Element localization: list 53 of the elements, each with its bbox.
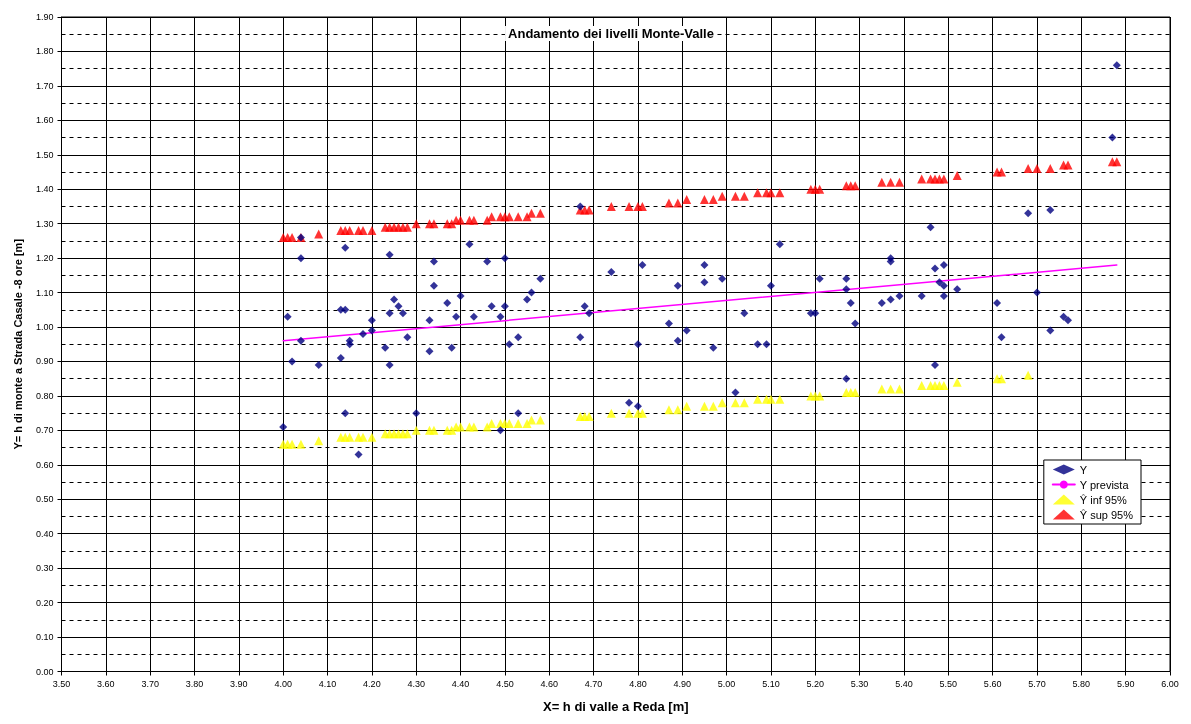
x-tick-label: 5.40 xyxy=(895,679,913,689)
y-tick-label: 0.90 xyxy=(35,356,54,367)
x-tick-label: 4.70 xyxy=(584,679,603,689)
x-axis-title: X= h di valle a Reda [m] xyxy=(542,698,689,714)
y-tick-label: 0.80 xyxy=(35,390,54,401)
x-tick-label: 4.40 xyxy=(451,679,470,689)
x-tick-label: 5.50 xyxy=(939,679,958,689)
y-tick-label: 0.20 xyxy=(35,597,54,608)
y-tick-label: 0.30 xyxy=(35,563,54,574)
text: Andamento dei livelli Monte-Valle xyxy=(508,26,714,41)
x-tick-label: 3.60 xyxy=(97,679,115,689)
x-tick-label: 4.10 xyxy=(318,679,337,689)
legend-label: Y xyxy=(1079,463,1088,476)
y-tick-label: 0.10 xyxy=(35,632,54,643)
x-tick-label: 5.70 xyxy=(1028,679,1046,689)
x-tick-label: 4.90 xyxy=(673,679,692,689)
x-tick-label: 5.00 xyxy=(717,679,736,689)
x-tick-label: 4.60 xyxy=(540,679,559,689)
legend-label: Ŷ sup 95% xyxy=(1079,508,1134,521)
y-tick-label: 0.00 xyxy=(35,666,54,677)
legend-label: Ŷ inf 95% xyxy=(1079,493,1128,506)
x-tick-label: 6.00 xyxy=(1161,679,1179,689)
x-tick-label: 4.30 xyxy=(407,679,425,689)
x-tick-label: 4.00 xyxy=(274,679,292,689)
x-tick-label: 4.20 xyxy=(363,679,381,689)
x-tick-label: 3.90 xyxy=(230,679,248,689)
y-tick-label: 1.10 xyxy=(35,287,54,298)
y-tick-label: 1.20 xyxy=(35,253,54,264)
x-tick-label: 5.20 xyxy=(806,679,825,689)
x-tick-label: 4.50 xyxy=(496,679,514,689)
y-tick-label: 1.80 xyxy=(35,46,54,57)
x-tick-label: 5.80 xyxy=(1072,679,1091,689)
y-tick-label: 1.00 xyxy=(35,322,54,333)
x-tick-label: 4.80 xyxy=(629,679,647,689)
y-tick-label: 0.60 xyxy=(35,459,54,470)
y-tick-label: 1.90 xyxy=(35,12,54,22)
y-tick-label: 1.70 xyxy=(35,80,54,91)
y-tick-label: 1.30 xyxy=(35,218,54,229)
y-tick-label: 1.50 xyxy=(35,149,54,160)
x-tick-label: 3.70 xyxy=(141,679,159,689)
legend-label: Y prevista xyxy=(1079,478,1130,491)
y-tick-label: 1.40 xyxy=(35,184,54,195)
y-tick-label: 0.40 xyxy=(35,528,54,539)
y-tick-label: 0.70 xyxy=(35,425,54,436)
x-tick-label: 5.10 xyxy=(762,679,780,689)
y-axis-title: Y= h di monte a Strada Casale -8 ore [m] xyxy=(12,238,24,450)
y-tick-label: 0.50 xyxy=(35,494,54,505)
x-tick-label: 3.50 xyxy=(52,679,71,689)
x-tick-label: 5.60 xyxy=(983,679,1002,689)
x-tick-label: 3.80 xyxy=(185,679,204,689)
x-tick-label: 5.30 xyxy=(850,679,869,689)
y-tick-label: 1.60 xyxy=(35,115,54,126)
x-tick-label: 5.90 xyxy=(1116,679,1135,689)
